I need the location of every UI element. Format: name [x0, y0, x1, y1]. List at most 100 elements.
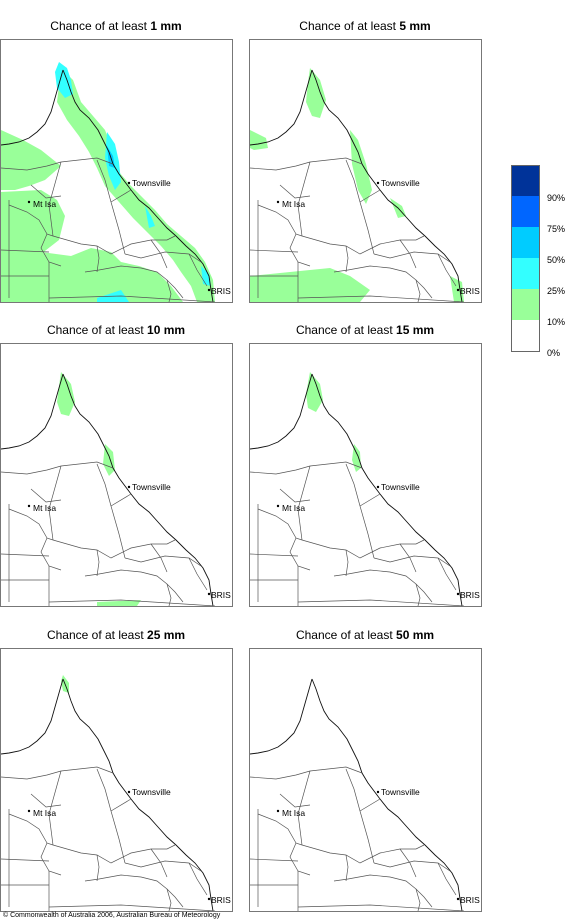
- district-border: [8, 813, 48, 844]
- coastline: [62, 678, 214, 911]
- district-border: [437, 253, 457, 287]
- panel-threshold: 25 mm: [147, 628, 186, 642]
- district-border: [40, 537, 62, 571]
- mt-isa-marker: [27, 200, 31, 204]
- district-border: [124, 251, 202, 263]
- townsville-marker: [127, 181, 131, 185]
- district-border: [257, 813, 297, 844]
- district-border: [250, 770, 311, 780]
- brisbane-label: BRIS: [211, 590, 231, 600]
- district-border: [96, 854, 100, 882]
- coastline: [311, 678, 463, 911]
- district-border: [359, 189, 381, 203]
- district-border: [250, 553, 299, 557]
- gulf-coastline: [250, 373, 313, 450]
- district-border: [188, 862, 208, 896]
- queensland-map: Townsville Mt Isa BRIS: [0, 39, 233, 303]
- district-border: [188, 557, 208, 591]
- legend-label-50: 50%: [547, 255, 566, 265]
- district-border: [279, 793, 311, 808]
- district-border: [279, 184, 311, 199]
- district-border: [333, 569, 433, 603]
- brisbane-marker: [207, 288, 211, 292]
- brisbane-label: BRIS: [460, 895, 480, 905]
- brisbane-label: BRIS: [460, 286, 480, 296]
- district-border: [30, 488, 62, 503]
- panel-threshold: 15 mm: [396, 323, 435, 337]
- district-border: [399, 239, 417, 269]
- district-border: [345, 854, 349, 882]
- district-border: [359, 493, 381, 507]
- district-border: [48, 770, 62, 846]
- district-border: [309, 766, 363, 774]
- district-border: [359, 810, 375, 864]
- district-border: [96, 245, 100, 273]
- district-border: [84, 569, 184, 603]
- district-border: [110, 493, 132, 507]
- district-border: [345, 768, 361, 812]
- gulf-coastline: [250, 69, 313, 146]
- district-border: [333, 874, 433, 908]
- district-border: [40, 233, 62, 267]
- brisbane-label: BRIS: [211, 286, 231, 296]
- district-border: [48, 465, 62, 541]
- brisbane-marker: [207, 897, 211, 901]
- townsville-label: Townsville: [381, 178, 420, 188]
- panel-title-prefix: Chance of at least: [295, 628, 397, 642]
- district-border: [1, 249, 50, 253]
- district-border: [110, 505, 126, 559]
- district-border: [289, 537, 311, 571]
- district-border: [48, 599, 216, 606]
- townsville-label: Townsville: [381, 787, 420, 797]
- townsville-marker: [127, 790, 131, 794]
- district-border: [297, 904, 465, 911]
- district-border: [96, 549, 100, 577]
- district-border: [437, 557, 457, 591]
- legend-label-25: 25%: [547, 286, 566, 296]
- district-border: [415, 279, 421, 302]
- district-border: [437, 862, 457, 896]
- district-border: [60, 461, 114, 469]
- district-border: [48, 904, 216, 911]
- probability-area-10-25: [103, 444, 115, 476]
- townsville-marker: [376, 485, 380, 489]
- brisbane-marker: [456, 897, 460, 901]
- queensland-map: Townsville Mt Isa BRIS: [0, 648, 233, 912]
- probability-area-25-50: [145, 206, 155, 228]
- queensland-map: Townsville Mt Isa BRIS: [249, 39, 482, 303]
- district-border: [8, 508, 48, 539]
- panel-title-prefix: Chance of at least: [299, 19, 400, 33]
- district-border: [297, 599, 465, 606]
- district-border: [110, 189, 132, 203]
- queensland-map: Townsville Mt Isa BRIS: [0, 343, 233, 607]
- district-border: [96, 768, 112, 812]
- legend-label-0: 0%: [547, 348, 561, 358]
- district-border: [297, 465, 311, 541]
- panel-threshold: 1 mm: [150, 19, 182, 33]
- probability-area-10-25: [306, 68, 326, 118]
- brisbane-label: BRIS: [211, 895, 231, 905]
- district-border: [110, 201, 126, 255]
- district-border: [96, 159, 112, 203]
- mt-isa-label: Mt Isa: [282, 199, 305, 209]
- district-border: [345, 245, 349, 273]
- district-border: [150, 543, 168, 573]
- district-border: [399, 543, 417, 573]
- probability-area-10-25: [250, 130, 268, 150]
- district-border: [345, 549, 349, 577]
- panel-title-prefix: Chance of at least: [50, 19, 151, 33]
- panel-title-prefix: Chance of at least: [46, 628, 148, 642]
- district-border: [301, 539, 425, 559]
- townsville-marker: [376, 790, 380, 794]
- district-border: [250, 249, 299, 253]
- district-border: [40, 842, 62, 876]
- district-border: [52, 235, 176, 255]
- district-border: [52, 844, 176, 864]
- district-border: [1, 161, 62, 171]
- district-border: [345, 463, 361, 507]
- gulf-coastline: [1, 373, 64, 450]
- district-border: [188, 253, 208, 287]
- legend-swatch-25: [511, 258, 540, 289]
- district-border: [84, 265, 184, 299]
- brisbane-marker: [207, 592, 211, 596]
